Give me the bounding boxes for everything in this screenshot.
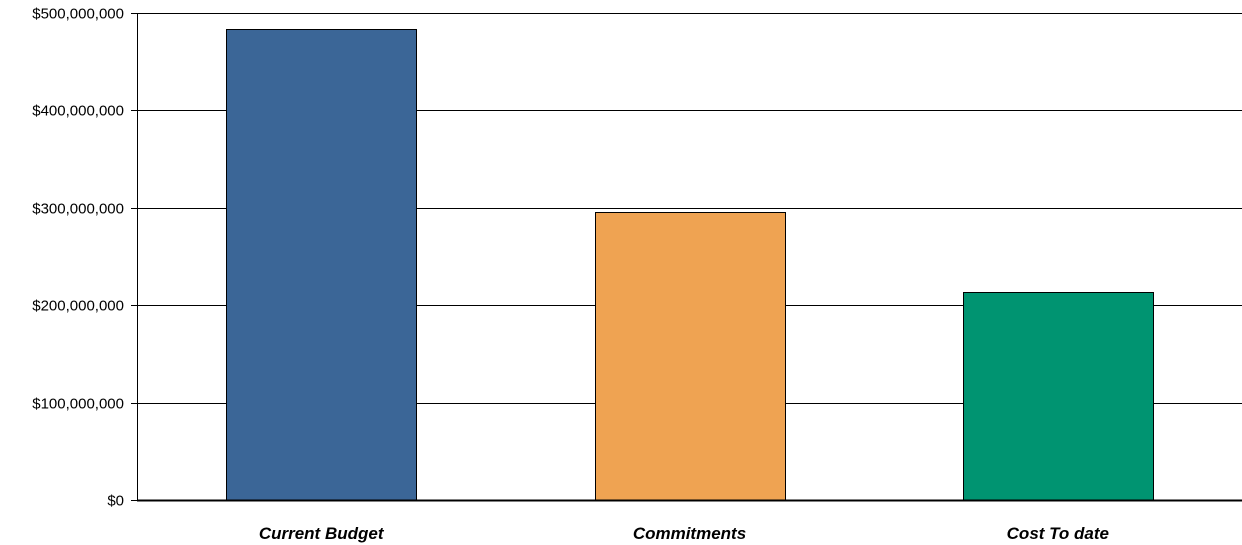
x-category-label: Current Budget [259, 524, 385, 543]
y-tick-label: $200,000,000 [32, 298, 124, 315]
y-axis-ticks: $0 $100,000,000 $200,000,000 $300,000,000 $4… [32, 6, 137, 510]
bar-cost-to-date [963, 292, 1154, 501]
bars [226, 29, 1154, 501]
x-axis-category-labels: Current Budget Commitments Cost To date [259, 524, 1109, 543]
x-category-label: Cost To date [1007, 524, 1109, 543]
bar-current-budget [226, 29, 417, 501]
y-tick-label: $400,000,000 [32, 103, 124, 120]
y-tick-label: $500,000,000 [32, 6, 124, 23]
y-tick-label: $0 [107, 493, 124, 510]
y-tick-label: $300,000,000 [32, 201, 124, 218]
x-category-label: Commitments [633, 524, 746, 543]
y-tick-label: $100,000,000 [32, 396, 124, 413]
bar-commitments [595, 212, 786, 501]
